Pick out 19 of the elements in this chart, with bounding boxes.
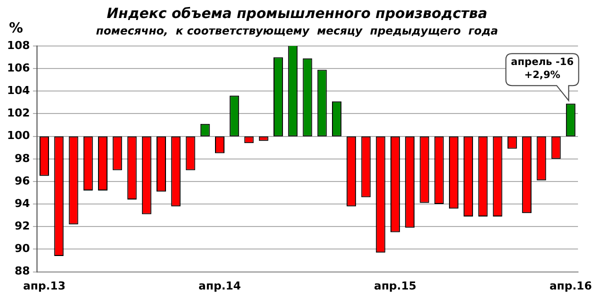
chart-title: Индекс объема промышленного производства [106, 6, 488, 22]
annotation: апрель -16 +2,9% [510, 57, 574, 82]
y-tick-label: 104 [6, 84, 30, 98]
y-tick-label: 100 [6, 129, 30, 142]
y-tick-label: 102 [6, 106, 30, 120]
y-tick-label: 98 [14, 152, 30, 165]
y-tick-label: 90 [14, 242, 30, 256]
y-tick-label: 108 [6, 38, 30, 52]
y-tick-label: 106 [6, 61, 30, 74]
y-axis-title: % [8, 20, 24, 37]
y-tick-label: 92 [14, 220, 30, 232]
x-tick-label: апр.14 [198, 279, 242, 292]
x-tick-label: апр.13 [23, 279, 66, 292]
y-tick-label: 88 [14, 264, 30, 278]
y-tick-label: 94 [14, 196, 30, 210]
x-tick-label: апр.16 [549, 279, 592, 292]
y-tick-label: 96 [14, 174, 30, 188]
x-tick-label: апр.15 [374, 279, 416, 292]
chart-subtitle: помесячно, к соответствующему месяцу предыдущего года [96, 24, 498, 38]
